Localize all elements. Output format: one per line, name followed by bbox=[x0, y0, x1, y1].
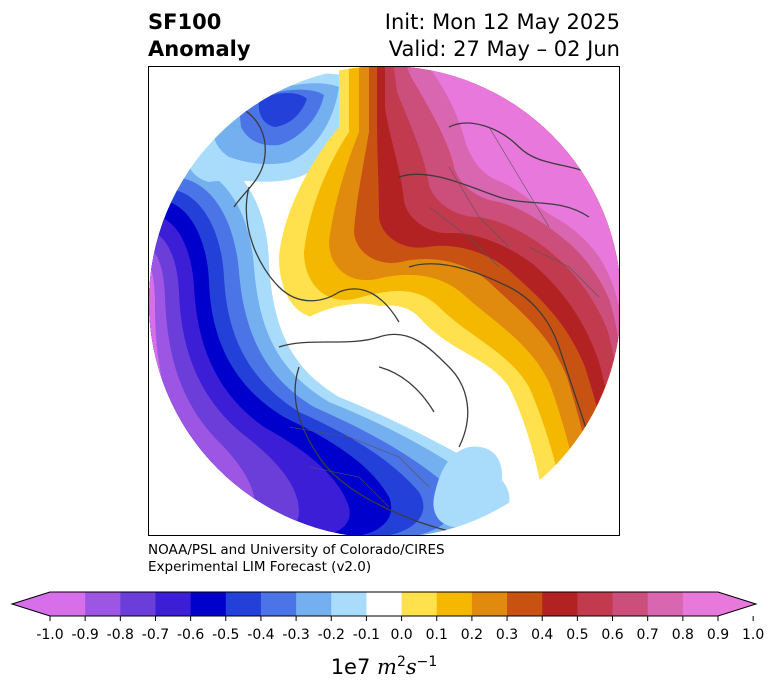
colorbar-units: 1e7 m2s−1 bbox=[0, 648, 768, 681]
colorbar-tick-label: 0.7 bbox=[636, 627, 659, 643]
colorbar-swatch bbox=[436, 592, 473, 616]
colorbar-swatch bbox=[120, 592, 156, 616]
colorbar-swatch bbox=[507, 592, 543, 616]
colorbar-swatch bbox=[50, 592, 86, 616]
colorbar-swatch bbox=[401, 592, 438, 616]
colorbar-tick-label: 1.0 bbox=[742, 627, 765, 643]
unit-base-m: m bbox=[377, 655, 397, 679]
map-title: SF100 Anomaly bbox=[148, 9, 251, 63]
colorbar-tick-label: 0.4 bbox=[531, 627, 554, 643]
init-date: Init: Mon 12 May 2025 bbox=[384, 10, 620, 34]
colorbar-swatch bbox=[682, 592, 719, 616]
coastlines bbox=[233, 106, 600, 535]
polar-map bbox=[149, 67, 619, 535]
colorbar-tick-label: -1.0 bbox=[36, 627, 64, 643]
colorbar-tick-label: 0.8 bbox=[671, 627, 694, 643]
colorbar-tick-label: -0.9 bbox=[71, 627, 99, 643]
colorbar-swatch bbox=[471, 592, 508, 616]
unit-prefix: 1e7 bbox=[330, 655, 371, 679]
unit-exp-m: 2 bbox=[396, 654, 406, 670]
colorbar-swatch bbox=[647, 592, 684, 616]
colorbar-swatch bbox=[225, 592, 262, 616]
colorbar-tick-label: 0.3 bbox=[495, 627, 519, 643]
colorbar-tick-label: -0.1 bbox=[352, 627, 381, 643]
borders bbox=[288, 126, 600, 508]
colorbar-tick-label: -0.8 bbox=[106, 627, 134, 643]
title-field: Anomaly bbox=[148, 37, 251, 61]
colorbar-swatch bbox=[542, 592, 578, 616]
colorbar-tick-label: -0.2 bbox=[317, 627, 345, 643]
forecast-dates: Init: Mon 12 May 2025 Valid: 27 May – 02… bbox=[385, 9, 620, 63]
map-frame bbox=[148, 66, 620, 536]
colorbar-under-arrow bbox=[12, 592, 50, 616]
colorbar-tick-label: 0.2 bbox=[460, 627, 484, 643]
colorbar-swatch bbox=[190, 592, 227, 616]
colorbar-tick-label: 0.1 bbox=[425, 627, 448, 643]
colorbar-tick-label: -0.6 bbox=[176, 627, 205, 643]
colorbar-swatch bbox=[155, 592, 192, 616]
credit-line-2: Experimental LIM Forecast (v2.0) bbox=[148, 559, 372, 575]
colorbar-tick-label: -0.3 bbox=[282, 627, 310, 643]
colorbar-tick-label: 0.0 bbox=[390, 627, 413, 643]
unit-base-s: s bbox=[405, 655, 417, 679]
pole-neutral bbox=[305, 303, 449, 406]
colorbar-swatch bbox=[260, 592, 297, 616]
title-variable: SF100 bbox=[148, 10, 222, 34]
credit-text: NOAA/PSL and University of Colorado/CIRE… bbox=[148, 542, 445, 576]
colorbar-swatch bbox=[296, 592, 332, 616]
anomaly-field bbox=[149, 67, 619, 535]
colorbar-tick-label: -0.4 bbox=[247, 627, 275, 643]
colorbar-tick-label: -0.5 bbox=[212, 627, 240, 643]
valid-range: Valid: 27 May – 02 Jun bbox=[388, 37, 620, 61]
colorbar-tick-label: 0.5 bbox=[566, 627, 589, 643]
colorbar-tick-label: 0.6 bbox=[601, 627, 624, 643]
credit-line-1: NOAA/PSL and University of Colorado/CIRE… bbox=[148, 542, 445, 558]
colorbar-tick-label: -0.7 bbox=[141, 627, 170, 643]
colorbar bbox=[10, 591, 758, 621]
negative-anomaly-atlantic bbox=[433, 446, 503, 528]
colorbar-swatch bbox=[612, 592, 649, 616]
colorbar-swatch bbox=[366, 592, 403, 616]
colorbar-swatch bbox=[85, 592, 121, 616]
colorbar-swatch bbox=[331, 592, 367, 616]
colorbar-tick-label: 0.9 bbox=[706, 627, 730, 643]
colorbar-swatch bbox=[577, 592, 614, 616]
unit-exp-s: −1 bbox=[416, 654, 438, 670]
colorbar-over-arrow bbox=[718, 592, 756, 616]
